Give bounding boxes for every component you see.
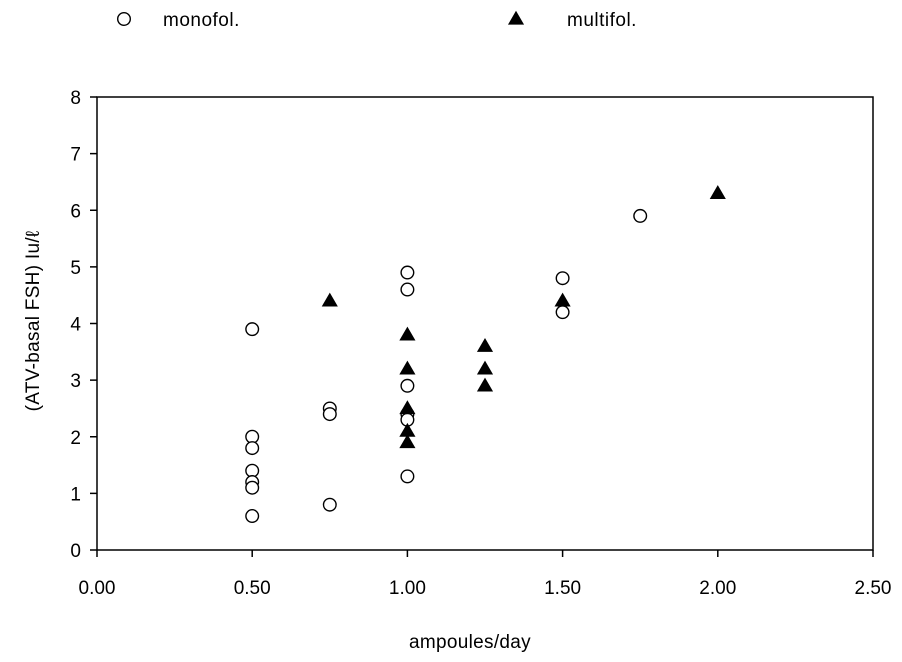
legend-label: monofol. [163, 10, 240, 31]
legend-label: multifol. [567, 10, 637, 31]
data-point-multifol [476, 360, 494, 375]
x-tick-label: 0.00 [79, 578, 116, 599]
legend-marker-multifol [507, 10, 525, 25]
data-point-multifol [321, 292, 338, 307]
y-tick-label: 3 [70, 371, 81, 392]
y-axis-title: (ATV-basal FSH) Iu/ℓ [23, 231, 44, 412]
data-point-multifol [399, 326, 416, 341]
legend-marker-monofol [116, 11, 131, 27]
axes: 0.00 0.50 1.00 1.50 2.00 2.50 0 1 2 3 4 5 6 7 8 [70, 88, 891, 599]
data-marks [245, 185, 726, 524]
data-point-monofol [245, 322, 260, 337]
data-point-monofol [245, 509, 260, 524]
data-point-multifol [554, 292, 571, 307]
data-point-multifol [399, 400, 416, 415]
y-tick-label: 0 [70, 541, 81, 562]
x-tick-label: 1.50 [544, 578, 581, 599]
y-tick-label: 6 [70, 201, 81, 222]
data-point-monofol [245, 441, 260, 456]
data-point-monofol [400, 282, 415, 297]
data-point-monofol [400, 378, 415, 393]
data-point-monofol [400, 469, 415, 484]
x-tick-label: 1.00 [389, 578, 426, 599]
y-tick-label: 1 [70, 484, 81, 505]
data-point-monofol [245, 480, 260, 495]
y-tick-label: 7 [70, 145, 81, 166]
data-point-monofol [633, 208, 648, 223]
x-tick-label: 2.50 [855, 578, 892, 599]
data-point-monofol [322, 497, 337, 512]
y-tick-label: 8 [70, 88, 81, 109]
data-point-monofol [555, 305, 570, 320]
y-tick-label: 4 [70, 315, 81, 336]
data-point-multifol [476, 377, 494, 392]
data-point-monofol [322, 407, 337, 422]
plot-frame [96, 96, 874, 551]
y-tick-label: 2 [70, 428, 81, 449]
data-point-multifol [399, 434, 416, 449]
data-point-multifol [476, 337, 494, 352]
data-point-multifol [709, 185, 726, 199]
x-tick-label: 0.50 [234, 578, 271, 599]
data-point-monofol [400, 265, 415, 280]
legend: monofol. multifol. [116, 10, 637, 31]
x-tick-label: 2.00 [699, 578, 736, 599]
x-axis-title: ampoules/day [409, 632, 531, 653]
y-tick-label: 5 [70, 258, 81, 279]
data-point-monofol [555, 271, 570, 286]
data-point-multifol [399, 360, 416, 375]
